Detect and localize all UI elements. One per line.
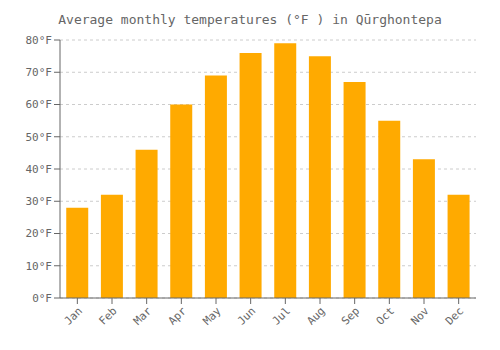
svg-text:80°F: 80°F [26, 34, 53, 47]
svg-text:May: May [200, 304, 224, 328]
svg-text:Mar: Mar [131, 304, 155, 328]
svg-text:0°F: 0°F [32, 292, 52, 305]
svg-text:50°F: 50°F [26, 131, 53, 144]
svg-text:Jul: Jul [270, 304, 293, 327]
svg-text:70°F: 70°F [26, 66, 53, 79]
svg-text:Nov: Nov [408, 304, 432, 328]
svg-text:Apr: Apr [166, 304, 190, 328]
svg-text:40°F: 40°F [26, 163, 53, 176]
svg-text:Feb: Feb [96, 304, 119, 327]
svg-text:10°F: 10°F [26, 260, 53, 273]
svg-text:20°F: 20°F [26, 227, 53, 240]
svg-text:Aug: Aug [304, 304, 327, 327]
svg-text:Dec: Dec [443, 304, 466, 327]
svg-text:Oct: Oct [374, 304, 397, 327]
svg-text:Jun: Jun [235, 304, 258, 327]
svg-text:60°F: 60°F [26, 98, 53, 111]
svg-text:Sep: Sep [339, 304, 362, 327]
html-text:Average monthly temperatures (: Average monthly temperatures (°F ) in Qū… [58, 12, 442, 27]
svg-text:Jan: Jan [62, 304, 85, 327]
svg-text:30°F: 30°F [26, 195, 53, 208]
